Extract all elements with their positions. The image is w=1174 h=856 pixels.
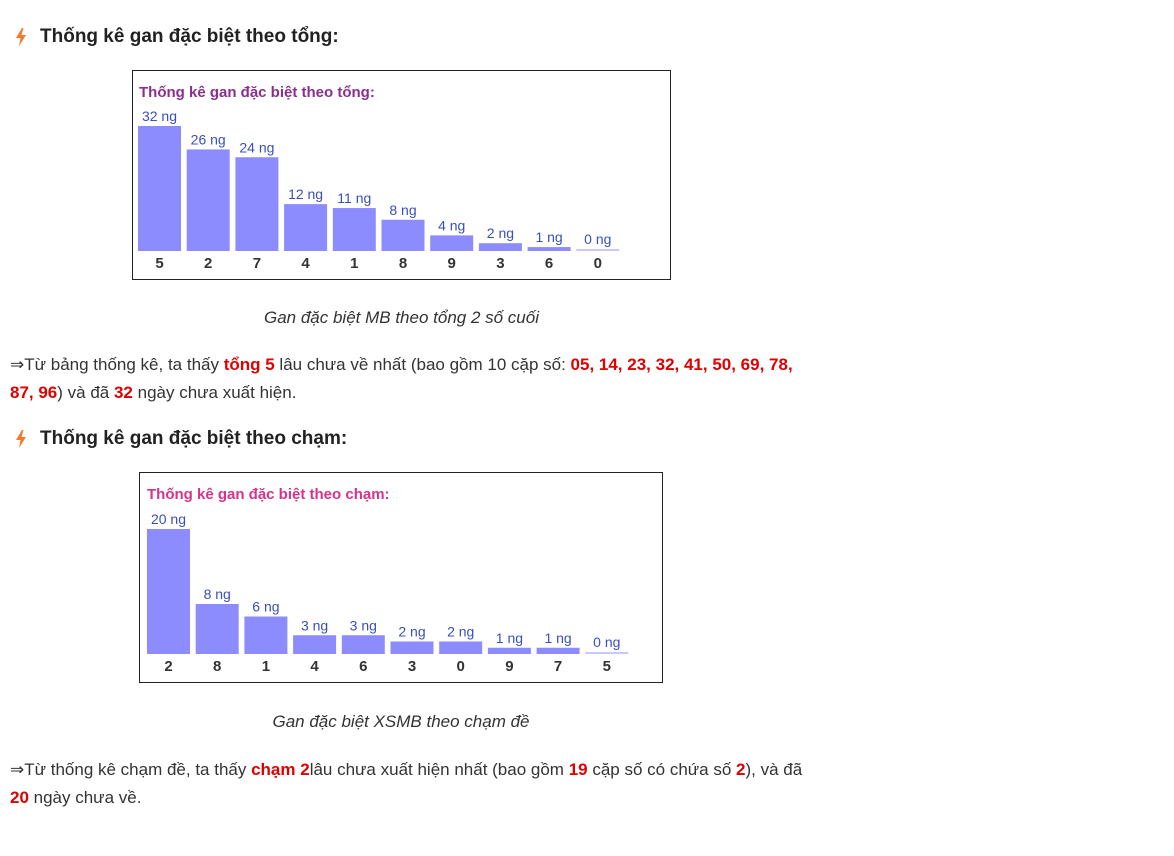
chart-caption-cham: Gan đặc biệt XSMB theo chạm đề — [272, 712, 530, 731]
chart-tong-svg: Thống kê gan đặc biệt theo tổng: 32 ng52… — [138, 84, 620, 272]
paragraph-tong: ⇒Từ bảng thống kê, ta thấy tổng 5 lâu ch… — [10, 351, 810, 407]
chart-bar — [293, 635, 337, 654]
section-heading-tong: Thống kê gan đặc biệt theo tổng: — [14, 26, 339, 48]
category-tick-label: 0 — [594, 255, 602, 272]
highlight-count: 19 — [568, 760, 588, 779]
para-text: Từ thống kê chạm đề, ta thấy — [24, 760, 252, 779]
category-tick-label: 4 — [310, 658, 319, 675]
category-tick-label: 8 — [213, 658, 221, 675]
category-tick-label: 5 — [155, 255, 163, 272]
chart-bar — [195, 604, 239, 654]
bar-value-label: 0 ng — [584, 231, 611, 247]
chart-bar — [487, 647, 531, 654]
chart-title: Thống kê gan đặc biệt theo tổng: — [139, 84, 375, 101]
highlight-days: 32 — [113, 383, 133, 402]
bar-value-label: 4 ng — [438, 217, 465, 233]
category-tick-label: 8 — [399, 255, 407, 272]
para-text: cặp số có chứa số — [587, 760, 737, 779]
bar-value-label: 0 ng — [593, 634, 620, 650]
chart-cham-svg: Thống kê gan đặc biệt theo chạm: 20 ng 2 8… — [147, 486, 629, 675]
category-tick-label: 5 — [603, 658, 611, 675]
category-tick-label: 2 — [204, 255, 212, 272]
highlight-tong: tổng 5 — [223, 355, 275, 374]
bar-value-label: 1 ng — [535, 229, 562, 245]
arrow-symbol: ⇒ — [10, 760, 25, 779]
category-tick-label: 9 — [448, 255, 456, 272]
bar-value-label: 32 ng — [142, 108, 177, 124]
category-tick-label: 4 — [301, 255, 310, 272]
chart-bar — [147, 529, 190, 654]
lightning-icon — [16, 430, 26, 448]
bar-value-label: 20 ng — [151, 511, 186, 527]
paragraph-cham: ⇒Từ thống kê chạm đề, ta thấy chạm 2lâu … — [10, 756, 810, 812]
heading-text: Thống kê gan đặc biệt theo tổng: — [40, 26, 339, 47]
chart-bar — [478, 243, 522, 251]
chart-bar — [585, 652, 629, 654]
category-tick-label: 6 — [359, 658, 367, 675]
para-text: Từ bảng thống kê, ta thấy — [24, 355, 224, 374]
highlight-pairs: 05, 14, 23, 32, 41, 50, 69, 78, 87, 96 — [10, 355, 793, 402]
bar-value-label: 2 ng — [398, 624, 425, 640]
chart-bar — [439, 641, 483, 654]
chart-bar — [138, 126, 181, 251]
category-tick-label: 3 — [408, 658, 416, 675]
category-tick-label: 1 — [350, 255, 358, 272]
chart-bar — [235, 157, 279, 251]
chart-bar — [430, 235, 474, 251]
bar-value-label: 8 ng — [204, 586, 231, 602]
bar-value-label: 11 ng — [337, 190, 371, 206]
category-tick-label: 1 — [262, 658, 270, 675]
heading-text: Thống kê gan đặc biệt theo chạm: — [40, 428, 348, 449]
bar-value-label: 12 ng — [288, 186, 323, 202]
chart-tong: Thống kê gan đặc biệt theo tổng: 32 ng 5 2… — [132, 70, 671, 280]
bar-value-label: 1 ng — [544, 630, 571, 646]
chart-bar — [381, 219, 425, 251]
category-tick-label: 7 — [554, 658, 562, 675]
chart-bar — [341, 635, 385, 654]
bar-value-label: 26 ng — [191, 131, 226, 147]
chart-bar — [536, 647, 580, 654]
highlight-digit: 2 — [736, 760, 746, 779]
bar-value-label: 8 ng — [389, 202, 416, 218]
category-tick-label: 6 — [545, 255, 553, 272]
arrow-symbol: ⇒ — [10, 355, 25, 374]
chart-bar — [244, 616, 288, 654]
bar-value-label: 24 ng — [239, 139, 274, 155]
chart-caption-tong: Gan đặc biệt MB theo tổng 2 số cuối — [263, 308, 539, 327]
bar-value-label: 2 ng — [487, 225, 514, 241]
lightning-icon — [16, 28, 26, 46]
chart-bar — [390, 641, 434, 654]
chart-title: Thống kê gan đặc biệt theo chạm: — [147, 486, 390, 503]
para-text: lâu chưa về nhất (bao gồm 10 cặp số: — [274, 355, 571, 374]
chart-bar — [527, 247, 571, 251]
chart-bar — [576, 249, 620, 251]
bar-value-label: 1 ng — [496, 630, 523, 646]
category-tick-label: 0 — [457, 658, 465, 675]
para-text: ) và đã — [57, 383, 114, 402]
highlight-cham: chạm 2 — [251, 760, 310, 779]
para-text: lâu chưa xuất hiện nhất (bao gồm — [309, 760, 569, 779]
chart-bar — [186, 149, 230, 251]
category-tick-label: 3 — [496, 255, 504, 272]
category-tick-label: 9 — [505, 658, 513, 675]
bar-value-label: 3 ng — [350, 617, 377, 633]
highlight-days: 20 — [10, 788, 29, 807]
para-text: ngày chưa về. — [28, 788, 142, 807]
bar-value-label: 3 ng — [301, 617, 328, 633]
chart-bar — [284, 204, 328, 251]
para-text: ), và đã — [745, 760, 803, 779]
chart-bar — [332, 208, 376, 251]
para-text: ngày chưa xuất hiện. — [132, 383, 297, 402]
category-tick-label: 7 — [253, 255, 261, 272]
category-tick-label: 2 — [164, 658, 172, 675]
section-heading-cham: Thống kê gan đặc biệt theo chạm: — [14, 428, 347, 450]
bar-value-label: 2 ng — [447, 624, 474, 640]
bar-value-label: 6 ng — [252, 599, 279, 615]
chart-cham: Thống kê gan đặc biệt theo chạm: 20 ng 2 8… — [139, 472, 663, 683]
